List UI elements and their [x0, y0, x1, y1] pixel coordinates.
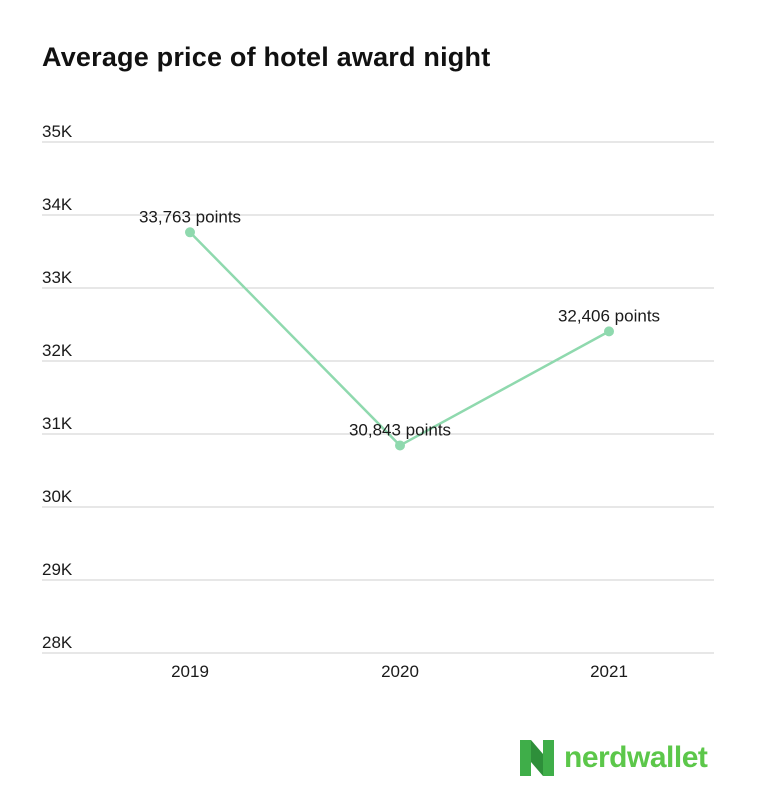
- y-tick-label: 33K: [42, 268, 73, 287]
- data-point: [604, 326, 614, 337]
- y-tick-label: 29K: [42, 560, 73, 579]
- grid-lines: [42, 141, 714, 654]
- line-chart: 28K 29K 30K 31K 32K 33K 34K 35K 2019 2020 2021 33…: [42, 122, 714, 681]
- y-tick-label: 32K: [42, 341, 73, 360]
- x-axis: 2019 2020 2021: [171, 662, 628, 681]
- series: [185, 227, 614, 451]
- x-tick-label: 2021: [590, 662, 628, 681]
- x-tick-label: 2019: [171, 662, 209, 681]
- y-tick-label: 28K: [42, 633, 73, 652]
- data-label: 30,843 points: [349, 420, 451, 439]
- data-point: [395, 440, 405, 451]
- y-tick-label: 34K: [42, 195, 73, 214]
- data-label: 32,406 points: [558, 306, 660, 325]
- y-axis: 28K 29K 30K 31K 32K 33K 34K 35K: [42, 122, 73, 652]
- y-tick-label: 35K: [42, 122, 73, 141]
- chart-title: Average price of hotel award night: [42, 42, 491, 72]
- nerdwallet-n-icon: [520, 740, 554, 776]
- data-point: [185, 227, 195, 238]
- x-tick-label: 2020: [381, 662, 419, 681]
- y-tick-label: 30K: [42, 487, 73, 506]
- nerdwallet-logo: nerdwallet: [520, 740, 708, 776]
- y-tick-label: 31K: [42, 414, 73, 433]
- data-label: 33,763 points: [139, 207, 241, 226]
- brand-name: nerdwallet: [564, 741, 708, 774]
- series-line: [189, 231, 610, 447]
- data-labels: 33,763 points 30,843 points 32,406 points: [139, 207, 660, 439]
